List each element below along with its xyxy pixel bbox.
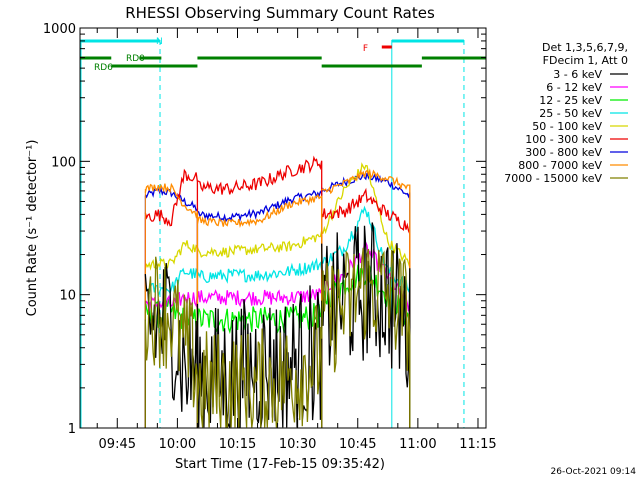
x-tick-label: 10:30	[279, 437, 316, 452]
legend-label: 300 - 800 keV	[525, 146, 602, 159]
series-layer	[144, 155, 411, 429]
y-tick-label: 10	[59, 289, 76, 304]
flag-label-rd0: RD0	[126, 54, 145, 64]
y-tick-label: 100	[51, 155, 76, 170]
y-tick-label: 1000	[43, 22, 76, 37]
y-axis-label: Count Rate (s⁻¹ detector⁻¹)	[25, 140, 40, 317]
y-tick-label: 1	[68, 422, 76, 437]
legend-label: 6 - 12 keV	[546, 81, 602, 94]
legend-label: 800 - 7000 keV	[518, 159, 602, 172]
x-tick-label: 11:15	[459, 437, 496, 452]
legend-header: FDecim 1, Att 0	[543, 54, 628, 67]
x-axis-label: Start Time (17-Feb-15 09:35:42)	[175, 457, 385, 472]
series-line	[144, 155, 411, 428]
x-tick-label: 09:45	[99, 437, 136, 452]
legend-label: 25 - 50 keV	[539, 107, 602, 120]
plot-frame	[79, 27, 487, 429]
series-line	[144, 170, 411, 428]
x-tick-label: 10:15	[219, 437, 256, 452]
flag-label-f: F	[363, 44, 368, 54]
x-tick-label: 10:00	[159, 437, 196, 452]
series-line	[144, 168, 411, 428]
legend-label: 12 - 25 keV	[539, 94, 602, 107]
legend-label: 3 - 6 keV	[553, 68, 602, 81]
legend-label: 7000 - 15000 keV	[504, 172, 602, 185]
legend-label: 100 - 300 keV	[525, 133, 602, 146]
legend-label: 50 - 100 keV	[532, 120, 602, 133]
x-tick-label: 10:45	[339, 437, 376, 452]
flag-label-n: N	[156, 37, 163, 47]
flag-label-rd6: RD6	[94, 63, 113, 73]
series-line	[144, 247, 411, 429]
flags-layer: N RD0 RD6 F	[80, 37, 486, 73]
series-7000-15000-kev	[144, 247, 411, 429]
axes: 1 10 100 1000 09:45 10:00 10:15 10:30 10:45 11:00…	[43, 22, 497, 452]
x-tick-label: 11:00	[399, 437, 436, 452]
legend: Det 1,3,5,6,7,9,FDecim 1, Att 03 - 6 keV…	[504, 41, 628, 185]
legend-header: Det 1,3,5,6,7,9,	[542, 41, 628, 54]
chart-title: RHESSI Observing Summary Count Rates	[125, 4, 435, 22]
timestamp: 26-Oct-2021 09:14	[551, 467, 637, 477]
